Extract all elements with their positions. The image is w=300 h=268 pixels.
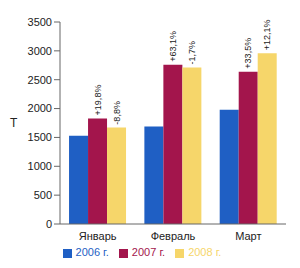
svg-text:3000: 3000: [28, 45, 52, 57]
html-text:2006 г.: 2006 г.: [75, 246, 109, 258]
svg-text:+63,1%: +63,1%: [168, 31, 178, 62]
svg-text:3500: 3500: [28, 16, 52, 28]
svg-text:+12,1%: +12,1%: [262, 19, 272, 50]
svg-text:Т: Т: [10, 116, 18, 130]
svg-text:2500: 2500: [28, 74, 52, 86]
svg-text:+19,8%: +19,8%: [93, 85, 103, 116]
svg-text:Январь: Январь: [79, 230, 117, 242]
html-text:2008 г.: 2008 г.: [188, 246, 222, 258]
html-text:2007 г.: 2007 г.: [131, 246, 166, 258]
svg-text:1000: 1000: [28, 160, 52, 172]
svg-text:-1,7%: -1,7%: [187, 41, 197, 65]
svg-text:+33,5%: +33,5%: [243, 38, 253, 69]
svg-text:2000: 2000: [28, 102, 52, 114]
svg-text:Март: Март: [235, 230, 261, 242]
svg-text:0: 0: [46, 218, 52, 230]
svg-text:-8,8%: -8,8%: [112, 101, 122, 125]
svg-text:1500: 1500: [28, 131, 52, 143]
svg-text:Февраль: Февраль: [151, 230, 196, 242]
svg-text:500: 500: [34, 189, 52, 201]
